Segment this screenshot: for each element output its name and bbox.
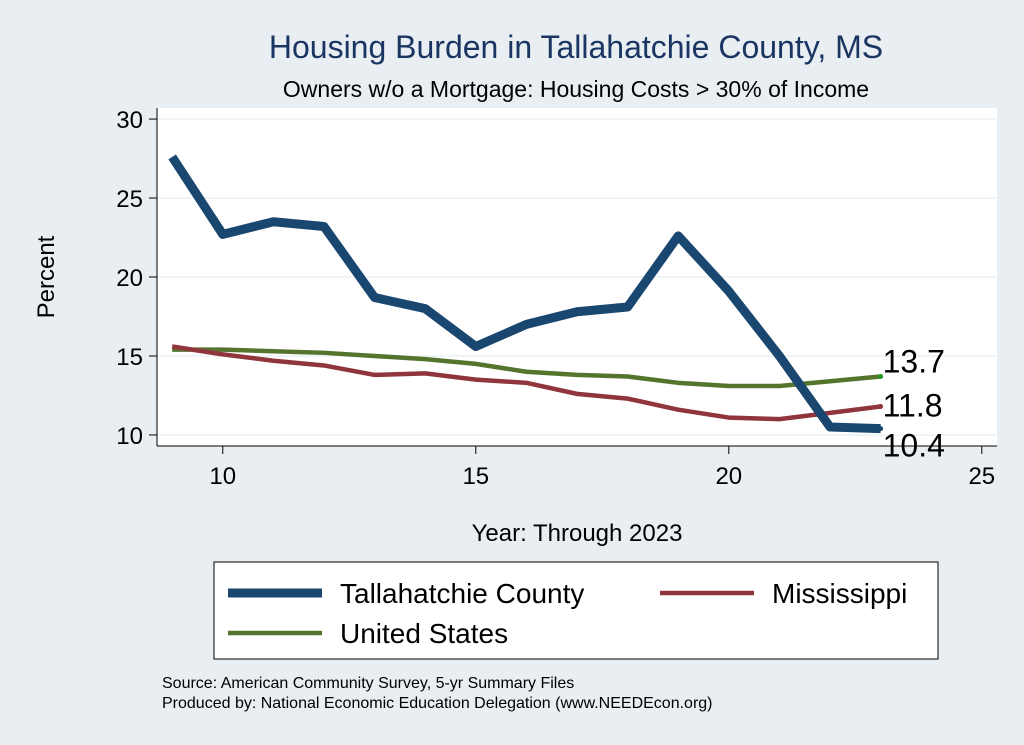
- legend-label-2: United States: [340, 618, 508, 649]
- axes: 10 15 20 25 30 10 15 20 25: [116, 107, 997, 490]
- end-label-2: 13.7: [883, 344, 945, 380]
- y-tick-label: 30: [116, 107, 143, 134]
- y-tick-label: 20: [116, 265, 143, 292]
- produced-by-note: Produced by: National Economic Education…: [162, 695, 713, 712]
- legend-box: [213, 561, 939, 660]
- legend-label-0: Tallahatchie County: [340, 578, 584, 609]
- source-note: Source: American Community Survey, 5-yr …: [162, 675, 574, 692]
- end-label-1: 11.8: [883, 388, 943, 424]
- y-tick-label: 10: [116, 423, 143, 450]
- end-marker-0: [878, 426, 884, 432]
- x-tick-label: 10: [209, 463, 236, 490]
- end-label-0: 10.4: [883, 428, 945, 464]
- x-tick-label: 25: [968, 463, 995, 490]
- grid-lines: [157, 118, 997, 436]
- chart-subtitle: Owners w/o a Mortgage: Housing Costs > 3…: [283, 76, 869, 102]
- legend-label-1: Mississippi: [772, 578, 907, 609]
- chart-title: Housing Burden in Tallahatchie County, M…: [269, 29, 883, 65]
- y-tick-label: 15: [116, 344, 143, 371]
- series-line-1: [171, 344, 881, 422]
- end-marker-2: [878, 374, 884, 380]
- series-line-2: [172, 347, 881, 389]
- y-axis-title: Percent: [33, 235, 60, 318]
- x-tick-label: 20: [715, 463, 742, 490]
- legend: Tallahatchie County Mississippi United Sta…: [228, 578, 907, 649]
- x-tick-label: 15: [462, 463, 489, 490]
- end-labels: 10.4 11.8 13.7: [878, 344, 945, 464]
- x-axis-title: Year: Through 2023: [472, 520, 683, 547]
- y-tick-label: 25: [116, 186, 143, 213]
- series-line-0: [168, 154, 881, 434]
- end-marker-1: [878, 404, 884, 410]
- series-lines: [168, 154, 881, 434]
